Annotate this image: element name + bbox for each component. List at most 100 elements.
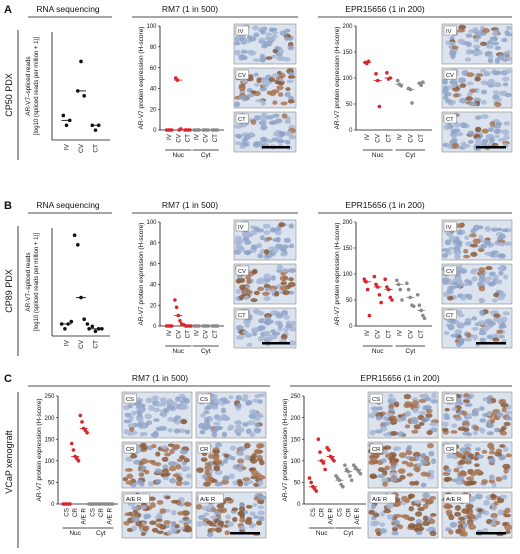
ihc-image xyxy=(441,441,513,489)
x-tick-label: IV xyxy=(166,329,173,336)
x-tick-label: A/E R xyxy=(354,508,361,525)
x-tick-label: CR xyxy=(98,508,105,518)
x-tick-label: CR xyxy=(319,508,326,518)
section-title: RM7 (1 in 500) xyxy=(132,373,188,383)
x-tick-label: IV xyxy=(64,143,71,150)
ihc-image xyxy=(441,307,513,349)
ihc-image xyxy=(441,263,513,305)
image-label: CR xyxy=(200,447,208,453)
data-point xyxy=(395,278,399,283)
y-tick-label: 250 xyxy=(290,394,301,400)
data-point xyxy=(63,327,67,331)
y-axis-label: AR-V7–spliced reads xyxy=(25,56,32,115)
data-point xyxy=(405,281,409,286)
data-point xyxy=(388,295,393,300)
ihc-image xyxy=(441,391,513,439)
y-tick-label: 200 xyxy=(342,24,353,30)
ihc-image xyxy=(195,441,267,489)
image-label: IV xyxy=(238,225,244,231)
data-point xyxy=(406,287,411,292)
data-point xyxy=(93,128,98,132)
x-tick-label: CS xyxy=(89,508,96,517)
x-tick-label: A/E R xyxy=(81,508,88,525)
y-tick-label: 60 xyxy=(150,66,157,72)
image-label: CV xyxy=(446,269,454,275)
data-point xyxy=(69,441,74,446)
y-tick-label: 100 xyxy=(342,272,353,278)
x-tick-label: CR xyxy=(345,508,352,518)
image-label: IV xyxy=(238,29,244,35)
image-label: CS xyxy=(126,397,134,403)
image-label: CV xyxy=(238,73,246,79)
ihc-image xyxy=(121,391,193,439)
y-tick-label: 150 xyxy=(290,437,301,443)
y-tick-label: 250 xyxy=(44,394,55,400)
data-point xyxy=(314,489,319,493)
image-label: CV xyxy=(446,73,454,79)
scale-bar xyxy=(230,532,260,535)
data-point xyxy=(417,303,422,308)
data-point xyxy=(87,327,91,331)
y-tick-label: 50 xyxy=(346,102,353,108)
ihc-image xyxy=(121,491,193,539)
data-point xyxy=(411,304,416,309)
panel-letter: B xyxy=(4,200,12,212)
y-axis-label: AR-V7 protein expression (H-score) xyxy=(138,223,145,326)
scale-bar xyxy=(476,532,506,535)
x-tick-label: CV xyxy=(375,133,382,143)
y-tick-label: 40 xyxy=(150,87,157,93)
group-label: Cyt xyxy=(405,348,415,355)
data-point xyxy=(395,78,400,83)
section-title: RM7 (1 in 500) xyxy=(162,200,218,210)
group-label: Nuc xyxy=(173,152,185,159)
x-tick-label: CV xyxy=(175,133,182,143)
y-tick-label: 200 xyxy=(44,416,55,422)
x-tick-label: CT xyxy=(386,134,393,143)
image-label: CV xyxy=(238,269,246,275)
data-point xyxy=(374,72,378,76)
data-point xyxy=(85,322,90,326)
section-title: EPR15656 (1 in 200) xyxy=(360,373,440,383)
ihc-image xyxy=(441,491,513,539)
x-tick-label: CT xyxy=(212,330,219,339)
data-point xyxy=(377,293,382,297)
ihc-image xyxy=(233,263,297,305)
rna-plot xyxy=(51,32,110,141)
data-point xyxy=(82,317,86,322)
y-tick-label: 0 xyxy=(51,502,55,508)
group-label: Nuc xyxy=(69,530,81,537)
y-axis-label: AR-V7–spliced reads xyxy=(25,252,32,311)
group-label: Cyt xyxy=(201,348,211,355)
data-point xyxy=(419,83,423,88)
rna-plot xyxy=(51,228,110,337)
data-point xyxy=(61,113,66,118)
group-label: Nuc xyxy=(372,152,384,159)
x-tick-label: CT xyxy=(386,330,393,339)
ihc-image xyxy=(233,219,297,261)
image-label: IV xyxy=(446,29,452,35)
y-tick-label: 0 xyxy=(349,128,353,134)
data-point xyxy=(321,461,326,465)
y-tick-label: 0 xyxy=(153,128,157,134)
group-label: Nuc xyxy=(173,348,185,355)
x-tick-label: IV xyxy=(396,133,403,140)
data-point xyxy=(422,316,427,321)
data-point xyxy=(349,478,354,483)
data-point xyxy=(71,448,76,452)
data-point xyxy=(400,298,404,302)
data-point xyxy=(174,305,179,310)
image-label: A/E R xyxy=(126,497,141,503)
y-axis-label: AR-V7 protein expression (H-score) xyxy=(334,27,341,130)
group-label: Cyt xyxy=(96,530,106,537)
x-tick-label: CT xyxy=(418,330,425,339)
data-point xyxy=(379,300,383,305)
data-point xyxy=(82,94,86,98)
y-axis-label: [log10 (spliced reads per million + 1)] xyxy=(34,37,40,136)
y-tick-label: 50 xyxy=(346,298,353,304)
image-label: CT xyxy=(238,313,246,319)
data-point xyxy=(78,413,83,418)
y-tick-label: 20 xyxy=(150,107,157,113)
x-tick-label: CV xyxy=(375,329,382,339)
x-tick-label: A/E R xyxy=(328,508,335,525)
x-tick-label: CV xyxy=(407,133,414,143)
